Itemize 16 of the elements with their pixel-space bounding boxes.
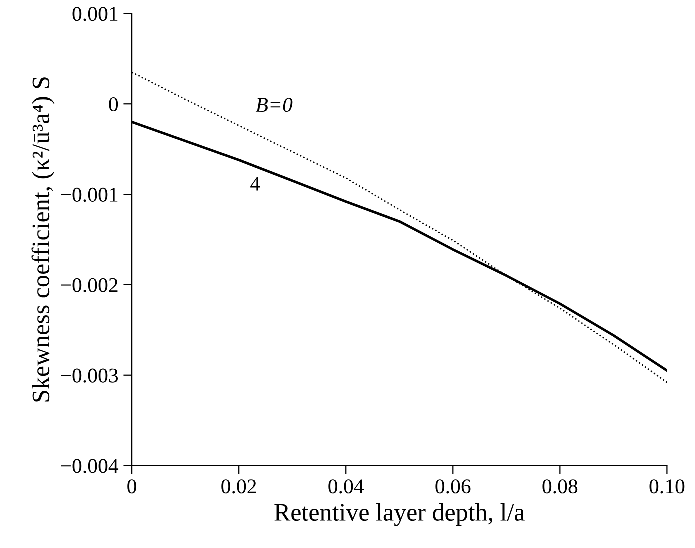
series-label: B=0 [256, 98, 293, 112]
x-tick-label: 0 [128, 480, 136, 494]
x-tick-label: 0.06 [436, 480, 471, 494]
x-tick-label: 0.02 [222, 480, 256, 494]
y-tick-label: 0 [109, 97, 118, 112]
x-tick-label: 0.08 [542, 480, 578, 494]
x-tick-label: 0.04 [328, 480, 364, 494]
y-tick-label: −0.003 [61, 368, 118, 383]
y-tick-label: −0.002 [61, 278, 118, 292]
x-axis-title: Retentive layer depth, l/a [274, 503, 525, 526]
x-tick-label: 0.10 [650, 480, 685, 494]
series-label: 4 [250, 177, 260, 191]
y-tick-label: −0.001 [61, 188, 118, 202]
y-tick-label: 0.001 [72, 7, 118, 22]
y-tick-label: −0.004 [61, 459, 119, 474]
y-axis-title: Skewness coefficient, (κ²/ū³a⁴) S [32, 78, 55, 402]
